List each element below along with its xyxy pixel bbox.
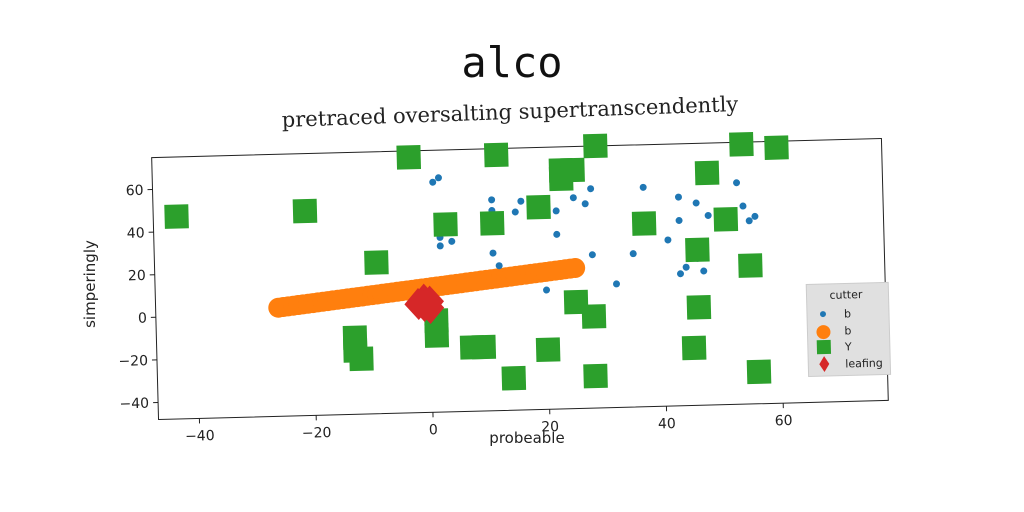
legend-marker-3 — [819, 356, 830, 373]
blue-point — [733, 179, 741, 187]
green-square — [738, 253, 763, 278]
green-square — [501, 365, 527, 391]
blue-point — [436, 242, 444, 250]
blue-point — [629, 250, 637, 258]
blue-point — [543, 286, 551, 294]
green-square — [746, 359, 772, 385]
blue-point — [488, 196, 496, 204]
green-square — [535, 337, 561, 362]
green-square — [686, 295, 712, 320]
blue-point — [751, 212, 759, 220]
blue-point — [739, 202, 747, 210]
blue-point — [675, 216, 683, 224]
x-axis-label: probeable — [489, 429, 564, 447]
legend-marker-0 — [819, 311, 826, 318]
green-square — [164, 204, 189, 229]
blue-point — [495, 262, 503, 270]
blue-point — [489, 249, 497, 257]
orange-point — [565, 257, 586, 278]
plot-area: −40 −20 0 20 40 60 −40 −20 0 20 40 60 cutter b b Y … — [118, 131, 892, 445]
data-marks — [164, 131, 847, 391]
legend-marker-1 — [816, 325, 831, 340]
blue-point — [700, 267, 708, 275]
green-square — [694, 160, 720, 186]
green-square — [548, 166, 574, 192]
blue-point — [587, 185, 595, 193]
legend: cutter b b Y leafing — [805, 281, 892, 377]
green-square — [526, 194, 551, 220]
red-diamond — [416, 291, 445, 324]
blue-point — [692, 199, 700, 207]
green-square — [483, 142, 509, 168]
blue-point — [745, 217, 753, 225]
legend-title: cutter — [829, 288, 863, 302]
green-square — [681, 335, 707, 361]
green-square — [583, 133, 608, 159]
green-square — [581, 304, 607, 329]
blue-point — [664, 236, 672, 244]
y-tick-label: 20 — [128, 268, 146, 284]
blue-point — [639, 183, 647, 191]
blue-point — [552, 207, 560, 215]
legend-label-0: b — [844, 307, 851, 320]
blue-point — [674, 193, 682, 201]
blue-point — [676, 270, 684, 278]
legend-marker-2 — [816, 339, 832, 355]
axis-ticks: −40 −20 0 20 40 60 −40 −20 0 20 40 60 — [118, 183, 793, 445]
blue-point — [511, 208, 519, 216]
green-square — [396, 144, 422, 170]
x-tick-label: 60 — [775, 413, 793, 429]
green-square — [764, 135, 789, 160]
green-square — [364, 250, 389, 275]
y-tick-label: −40 — [119, 396, 149, 413]
x-tick-label: −40 — [185, 428, 215, 445]
blue-point — [429, 178, 437, 186]
blue-point — [434, 174, 442, 182]
blue-point — [448, 237, 456, 245]
legend-label-1: b — [844, 324, 851, 337]
blue-point — [704, 211, 712, 219]
green-square — [729, 131, 754, 157]
green-square — [479, 210, 505, 236]
blue-point — [553, 230, 561, 238]
blue-point — [569, 194, 577, 202]
green-square — [292, 198, 318, 224]
green-square — [433, 212, 458, 237]
green-square — [685, 237, 710, 263]
y-tick-label: 60 — [126, 183, 144, 199]
green-square — [424, 323, 450, 348]
blue-point — [612, 280, 620, 288]
x-tick-label: 20 — [541, 419, 559, 435]
legend-label-2: Y — [844, 340, 852, 353]
y-tick-label: 0 — [138, 311, 147, 327]
blue-point — [517, 197, 525, 205]
blue-point — [581, 200, 589, 208]
x-tick-label: 0 — [429, 422, 438, 438]
chart-title: alco — [461, 38, 563, 87]
x-tick-label: 40 — [658, 416, 676, 432]
blue-point — [588, 251, 596, 259]
blue-point — [682, 263, 690, 271]
y-tick-label: −20 — [118, 353, 148, 370]
green-square — [713, 206, 739, 232]
x-tick-label: −20 — [302, 425, 332, 442]
green-square — [631, 211, 657, 236]
legend-label-3: leafing — [845, 357, 883, 371]
green-square — [583, 363, 608, 389]
green-square — [471, 334, 497, 360]
green-square — [349, 346, 374, 372]
y-tick-label: 40 — [127, 225, 145, 241]
y-axis-label: simperingly — [81, 240, 99, 328]
